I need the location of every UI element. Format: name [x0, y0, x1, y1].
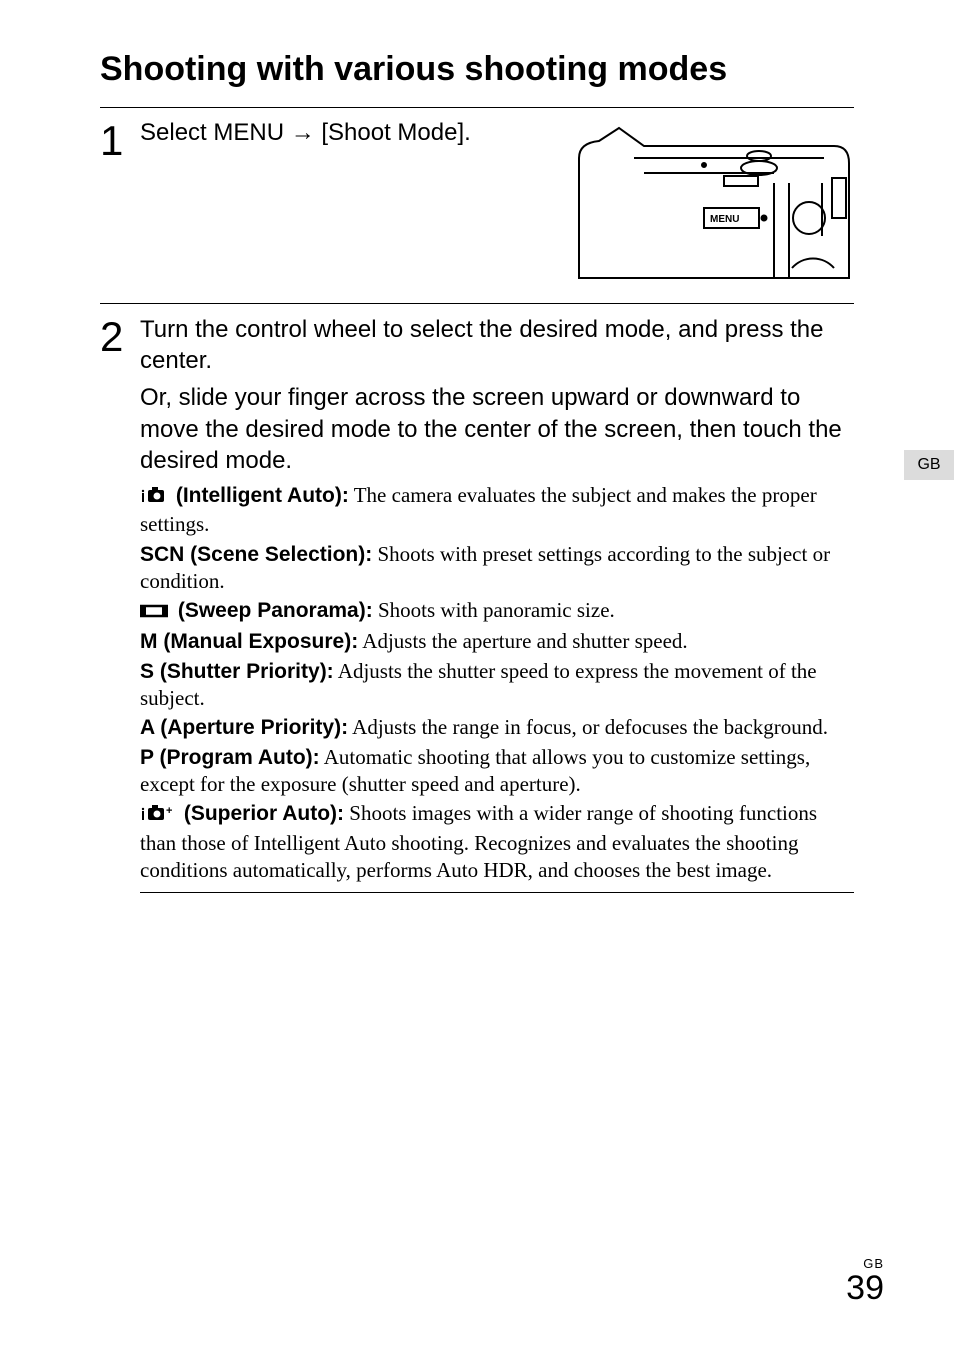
mode-aperture-priority: A (Aperture Priority): Adjusts the range…	[140, 714, 854, 741]
mode-program-auto: P (Program Auto): Automatic shooting tha…	[140, 744, 854, 799]
step-1-text: Select MENU → [Shoot Mode].	[140, 118, 554, 148]
mode-a-label: A (Aperture Priority):	[140, 716, 348, 739]
footer-page-number: 39	[846, 1271, 884, 1305]
page-title: Shooting with various shooting modes	[100, 50, 854, 89]
mode-shutter-priority: S (Shutter Priority): Adjusts the shutte…	[140, 658, 854, 713]
mode-scn-label: SCN (Scene Selection):	[140, 543, 372, 566]
step-2-number: 2	[100, 314, 140, 358]
mode-sweep-desc: Shoots with panoramic size.	[373, 598, 615, 622]
mode-s-label: S (Shutter Priority):	[140, 660, 334, 683]
side-tab: GB	[904, 450, 954, 480]
step-1-body: Select MENU → [Shoot Mode].	[140, 118, 854, 303]
mode-sweep-panorama: (Sweep Panorama): Shoots with panoramic …	[140, 597, 854, 626]
step-2-instruction-1: Turn the control wheel to select the des…	[140, 314, 854, 376]
mode-a-desc: Adjusts the range in focus, or defocuses…	[348, 715, 828, 739]
mode-m-label: M (Manual Exposure):	[140, 630, 358, 653]
step-1-text-post: [Shoot Mode].	[315, 119, 471, 146]
step-1-text-pre: Select MENU	[140, 119, 291, 146]
mode-m-desc: Adjusts the aperture and shutter speed.	[358, 629, 688, 653]
camera-illustration: MENU	[574, 118, 854, 283]
menu-label-text: MENU	[710, 214, 739, 225]
arrow-icon: →	[291, 119, 315, 146]
footer: GB 39	[846, 1256, 884, 1305]
step-1-row: Select MENU → [Shoot Mode].	[140, 118, 854, 303]
svg-text:+: +	[166, 805, 172, 817]
sweep-panorama-icon	[140, 599, 168, 626]
camera-svg-icon: MENU	[574, 118, 854, 283]
step-2-body: Turn the control wheel to select the des…	[140, 314, 854, 893]
mode-superior-auto: + (Superior Auto): Shoots images with a …	[140, 800, 854, 884]
mode-p-label: P (Program Auto):	[140, 746, 320, 769]
step-2: 2 Turn the control wheel to select the d…	[100, 303, 854, 893]
mode-intelligent-auto: (Intelligent Auto): The camera evaluates…	[140, 482, 854, 539]
superior-auto-icon: +	[140, 802, 174, 829]
step-1-number: 1	[100, 118, 140, 162]
page: Shooting with various shooting modes 1 S…	[0, 0, 954, 1345]
bottom-rule	[140, 892, 854, 893]
step-1: 1 Select MENU → [Shoot Mode].	[100, 107, 854, 303]
mode-manual: M (Manual Exposure): Adjusts the apertur…	[140, 628, 854, 655]
intelligent-auto-icon	[140, 484, 166, 511]
step-2-instruction-2: Or, slide your finger across the screen …	[140, 382, 854, 476]
mode-sweep-label: (Sweep Panorama):	[172, 599, 373, 622]
mode-superior-label: (Superior Auto):	[178, 802, 344, 825]
mode-intelligent-label: (Intelligent Auto):	[170, 484, 349, 507]
mode-scn: SCN (Scene Selection): Shoots with prese…	[140, 541, 854, 596]
